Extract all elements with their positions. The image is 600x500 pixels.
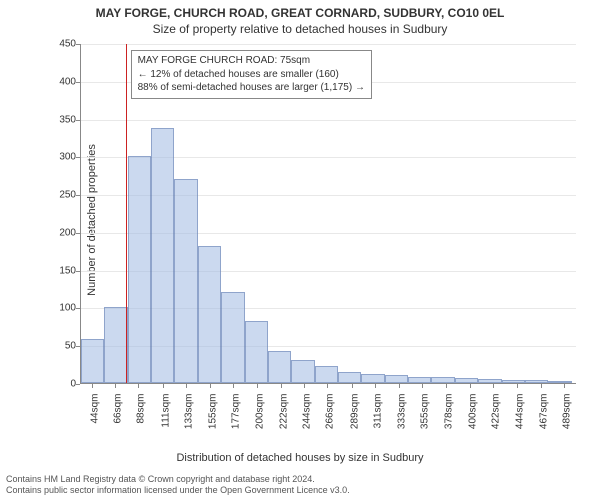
x-tick-mark xyxy=(564,384,565,388)
x-tick-mark xyxy=(186,384,187,388)
histogram-bar xyxy=(361,374,384,383)
y-tick-mark xyxy=(76,384,80,385)
histogram-bar xyxy=(81,339,104,383)
y-tick-label: 400 xyxy=(46,76,76,87)
histogram-bar xyxy=(291,360,314,383)
x-tick-mark xyxy=(115,384,116,388)
y-tick-mark xyxy=(76,233,80,234)
y-tick-label: 200 xyxy=(46,227,76,238)
x-tick-label: 44sqm xyxy=(89,394,100,444)
gridline xyxy=(81,44,576,45)
y-tick-mark xyxy=(76,44,80,45)
histogram-bar xyxy=(455,378,478,383)
footer-line: Contains public sector information licen… xyxy=(6,485,350,496)
x-tick-mark xyxy=(92,384,93,388)
y-tick-mark xyxy=(76,308,80,309)
footer-attribution: Contains HM Land Registry data © Crown c… xyxy=(6,474,350,497)
x-tick-label: 355sqm xyxy=(419,394,430,444)
x-tick-mark xyxy=(257,384,258,388)
x-tick-label: 333sqm xyxy=(396,394,407,444)
x-tick-mark xyxy=(304,384,305,388)
x-tick-mark xyxy=(541,384,542,388)
histogram-bar xyxy=(245,321,268,383)
histogram-bar xyxy=(268,351,291,383)
x-tick-mark xyxy=(422,384,423,388)
x-tick-label: 244sqm xyxy=(302,394,313,444)
x-tick-mark xyxy=(210,384,211,388)
y-tick-label: 50 xyxy=(46,341,76,352)
annotation-line: MAY FORGE CHURCH ROAD: 75sqm xyxy=(138,54,365,68)
y-tick-label: 250 xyxy=(46,190,76,201)
histogram-bar xyxy=(198,246,221,384)
y-tick-mark xyxy=(76,195,80,196)
chart-area: Number of detached properties 0501001502… xyxy=(56,44,576,414)
x-tick-mark xyxy=(517,384,518,388)
footer-line: Contains HM Land Registry data © Crown c… xyxy=(6,474,350,485)
x-tick-mark xyxy=(375,384,376,388)
histogram-bar xyxy=(151,128,174,383)
x-tick-label: 66sqm xyxy=(113,394,124,444)
histogram-bar xyxy=(502,380,525,383)
histogram-bar xyxy=(174,179,197,383)
y-tick-label: 300 xyxy=(46,152,76,163)
x-tick-mark xyxy=(446,384,447,388)
x-axis-label: Distribution of detached houses by size … xyxy=(0,452,600,464)
y-tick-label: 150 xyxy=(46,265,76,276)
x-tick-mark xyxy=(163,384,164,388)
x-tick-mark xyxy=(138,384,139,388)
annotation-line: ← 12% of detached houses are smaller (16… xyxy=(138,68,365,82)
x-tick-label: 266sqm xyxy=(325,394,336,444)
histogram-bar xyxy=(478,379,501,383)
histogram-bar xyxy=(385,375,408,383)
x-tick-mark xyxy=(233,384,234,388)
x-tick-label: 378sqm xyxy=(444,394,455,444)
histogram-bar xyxy=(525,380,548,383)
x-tick-label: 111sqm xyxy=(160,394,171,444)
histogram-bar xyxy=(431,377,454,383)
x-tick-mark xyxy=(327,384,328,388)
x-tick-mark xyxy=(399,384,400,388)
y-tick-mark xyxy=(76,346,80,347)
y-tick-mark xyxy=(76,82,80,83)
y-tick-label: 450 xyxy=(46,39,76,50)
x-tick-label: 467sqm xyxy=(538,394,549,444)
x-tick-mark xyxy=(281,384,282,388)
x-tick-mark xyxy=(470,384,471,388)
histogram-bar xyxy=(338,372,361,383)
annotation-line: 88% of semi-detached houses are larger (… xyxy=(138,81,365,95)
y-tick-mark xyxy=(76,120,80,121)
x-tick-label: 222sqm xyxy=(278,394,289,444)
x-tick-label: 489sqm xyxy=(562,394,573,444)
histogram-bar xyxy=(408,377,431,383)
x-tick-label: 422sqm xyxy=(491,394,502,444)
y-tick-mark xyxy=(76,271,80,272)
page-subtitle: Size of property relative to detached ho… xyxy=(0,20,600,36)
histogram-bar xyxy=(104,307,127,383)
histogram-bar xyxy=(221,292,244,383)
y-tick-label: 0 xyxy=(46,379,76,390)
x-tick-mark xyxy=(493,384,494,388)
page-title: MAY FORGE, CHURCH ROAD, GREAT CORNARD, S… xyxy=(0,0,600,20)
x-tick-label: 311sqm xyxy=(373,394,384,444)
marker-line xyxy=(126,44,127,383)
histogram-bar xyxy=(315,366,338,383)
histogram-bar xyxy=(548,381,571,383)
gridline xyxy=(81,120,576,121)
annotation-box: MAY FORGE CHURCH ROAD: 75sqm ← 12% of de… xyxy=(131,50,372,99)
x-tick-label: 177sqm xyxy=(230,394,241,444)
x-tick-label: 88sqm xyxy=(136,394,147,444)
x-tick-label: 289sqm xyxy=(349,394,360,444)
y-tick-label: 350 xyxy=(46,114,76,125)
histogram-bar xyxy=(128,156,151,383)
x-tick-label: 444sqm xyxy=(514,394,525,444)
x-tick-label: 133sqm xyxy=(184,394,195,444)
x-tick-label: 155sqm xyxy=(207,394,218,444)
x-tick-label: 400sqm xyxy=(467,394,478,444)
x-tick-label: 200sqm xyxy=(255,394,266,444)
y-tick-mark xyxy=(76,157,80,158)
x-tick-mark xyxy=(352,384,353,388)
y-tick-label: 100 xyxy=(46,303,76,314)
